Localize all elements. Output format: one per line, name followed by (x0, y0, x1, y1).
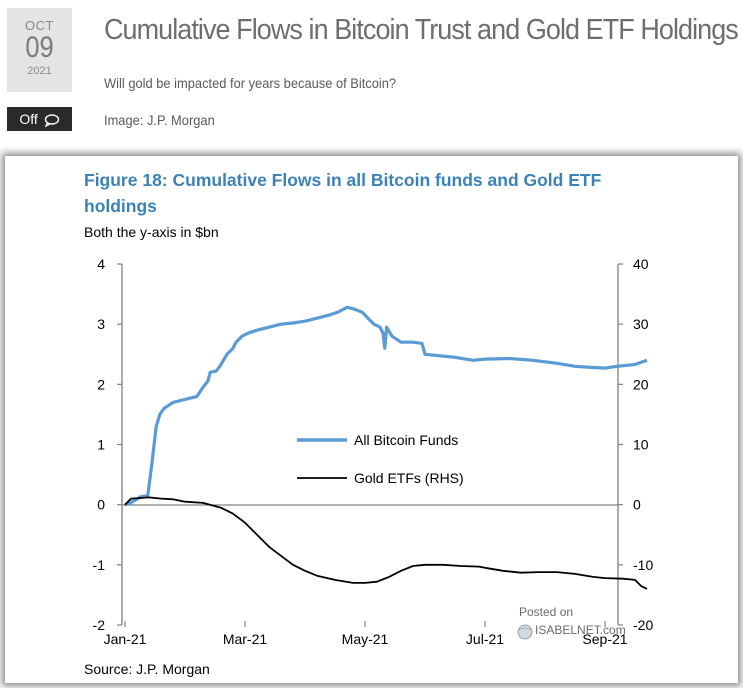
y-left-tick-label: -2 (93, 617, 106, 633)
speech-bubble-icon (44, 114, 59, 128)
y-left-tick-label: 1 (97, 437, 105, 453)
post-date-month: OCT (25, 18, 54, 33)
y-left-tick-label: 3 (97, 316, 105, 332)
figure-title-line2: holdings (84, 196, 157, 216)
y-left-tick-label: 4 (97, 256, 105, 272)
legend-bitcoin-label: All Bitcoin Funds (354, 432, 458, 448)
post-title: Cumulative Flows in Bitcoin Trust and Go… (104, 14, 739, 46)
x-tick-label: Mar-21 (223, 631, 268, 647)
isabelnet-globe-icon (517, 624, 533, 640)
legend-gold-label: Gold ETFs (RHS) (354, 470, 464, 486)
post-date-year: 2021 (27, 65, 52, 77)
figure-subtitle: Both the y-axis in $bn (84, 224, 219, 240)
comments-label: Off (19, 111, 38, 127)
watermark-isabelnet: ISABELNET.com (535, 623, 626, 637)
y-left-tick-label: 2 (97, 376, 105, 392)
figure-title-line1: Figure 18: Cumulative Flows in all Bitco… (84, 170, 602, 190)
x-tick-label: Jan-21 (104, 631, 147, 647)
y-left-tick-label: -1 (93, 557, 106, 573)
y-right-tick-label: 10 (633, 437, 649, 453)
y-left-tick-label: 0 (97, 497, 105, 513)
chart-figure: Figure 18: Cumulative Flows in all Bitco… (5, 156, 738, 683)
post-date-box: OCT 09 2021 (7, 8, 72, 92)
y-right-tick-label: -10 (633, 557, 653, 573)
y-right-tick-label: 20 (633, 376, 649, 392)
post-date-day: 09 (25, 31, 54, 64)
y-right-tick-label: 0 (633, 497, 641, 513)
y-right-tick-label: 30 (633, 316, 649, 332)
gold-etf-line (124, 496, 648, 590)
watermark-posted-on: Posted on (519, 605, 573, 619)
y-right-tick-label: 40 (633, 256, 649, 272)
x-tick-label: Jul-21 (466, 631, 504, 647)
y-right-tick-label: -20 (633, 617, 653, 633)
comments-link[interactable]: Off (7, 107, 72, 131)
x-tick-label: May-21 (342, 631, 389, 647)
image-credit: Image: J.P. Morgan (104, 112, 215, 128)
x-tick-label: Sep-21 (582, 631, 627, 647)
post-subtitle: Will gold be impacted for years because … (104, 75, 397, 91)
source-note: Source: J.P. Morgan (84, 661, 210, 677)
bitcoin-funds-line (124, 305, 648, 507)
chart-svg: Figure 18: Cumulative Flows in all Bitco… (84, 170, 653, 677)
